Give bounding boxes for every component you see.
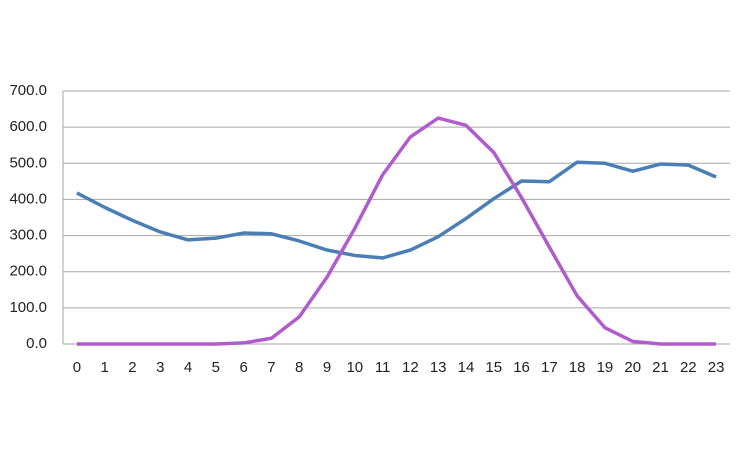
x-tick-label: 9 [323, 359, 331, 376]
x-tick-label: 7 [267, 359, 275, 376]
x-tick-label: 20 [624, 359, 641, 376]
x-tick-label: 8 [295, 359, 303, 376]
y-tick-label: 500.0 [9, 154, 47, 171]
series-line [76, 160, 717, 260]
x-tick-label: 2 [128, 359, 136, 376]
x-tick-label: 4 [184, 359, 192, 376]
x-tick-label: 15 [485, 359, 502, 376]
x-tick-label: 18 [569, 359, 586, 376]
y-tick-label: 100.0 [9, 299, 47, 316]
x-tick-label: 0 [73, 359, 81, 376]
x-tick-label: 13 [430, 359, 447, 376]
x-tick-label: 14 [458, 359, 475, 376]
x-tick-label: 19 [597, 359, 614, 376]
x-tick-label: 17 [541, 359, 558, 376]
series-line [76, 116, 717, 346]
x-tick-label: 1 [101, 359, 109, 376]
y-tick-label: 300.0 [9, 227, 47, 244]
x-tick-label: 12 [402, 359, 419, 376]
x-tick-label: 23 [708, 359, 725, 376]
y-tick-label: 400.0 [9, 190, 47, 207]
x-tick-label: 11 [375, 359, 391, 376]
y-tick-label: 700.0 [9, 82, 47, 99]
x-tick-label: 10 [346, 359, 363, 376]
y-tick-label: 200.0 [9, 263, 47, 280]
x-tick-label: 16 [513, 359, 530, 376]
x-tick-label: 6 [239, 359, 247, 376]
y-tick-label: 600.0 [9, 118, 47, 135]
x-tick-label: 5 [212, 359, 220, 376]
x-tick-label: 21 [652, 359, 669, 376]
x-tick-label: 3 [156, 359, 164, 376]
x-tick-label: 22 [680, 359, 697, 376]
y-tick-label: 0.0 [26, 335, 47, 352]
